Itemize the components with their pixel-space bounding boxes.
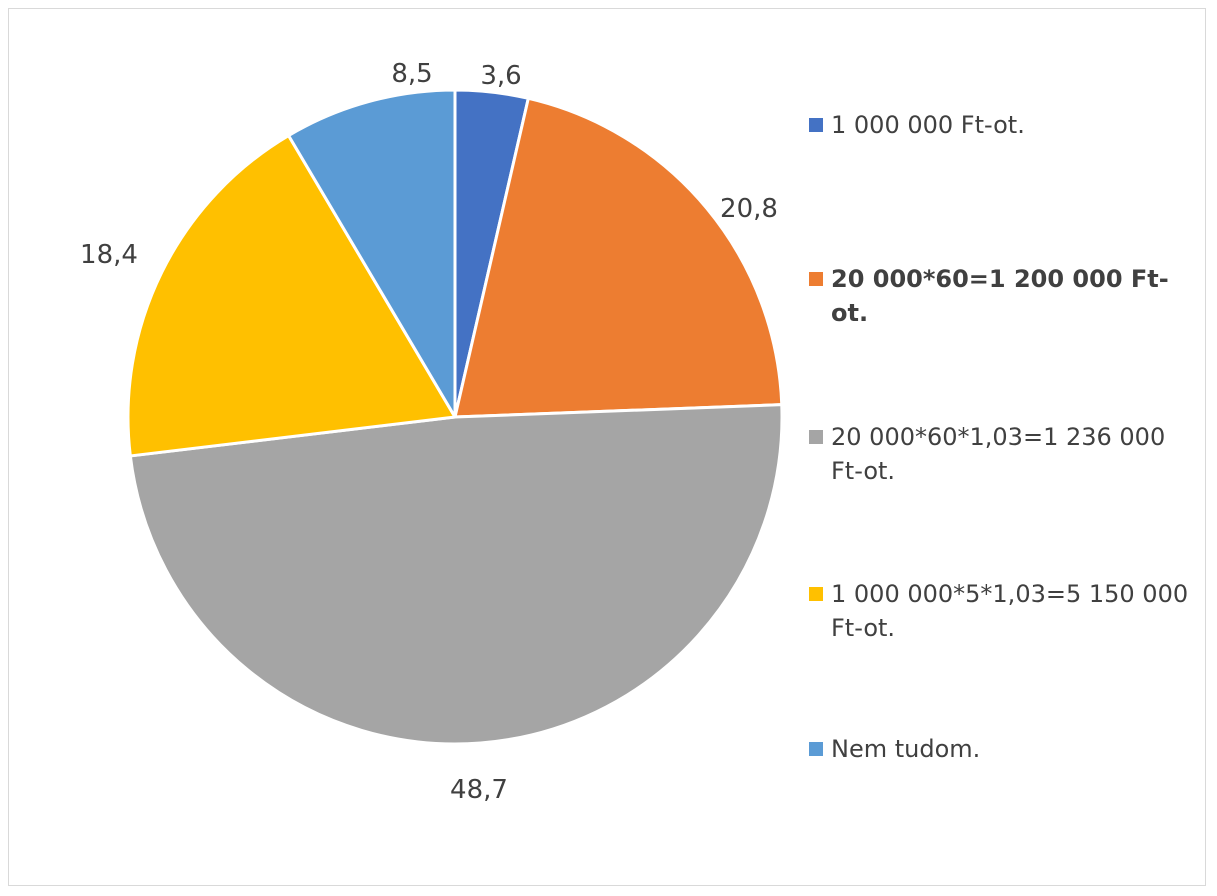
legend-label-1: 1 000 000 Ft-ot. xyxy=(831,111,1025,139)
pie-slices xyxy=(126,88,784,746)
data-label-1: 3,6 xyxy=(480,61,521,91)
pie-chart: 3,6 20,8 48,7 18,4 8,5 xyxy=(80,59,784,805)
legend-swatch-4 xyxy=(809,587,823,601)
legend-label-2: 20 000*60=1 200 000 Ft-ot. xyxy=(831,265,1169,327)
legend-item-1: 1 000 000 Ft-ot. xyxy=(809,108,1201,142)
pie-slice-4 xyxy=(126,134,457,458)
pie-slice-3 xyxy=(128,403,784,746)
legend-item-5: Nem tudom. xyxy=(809,732,1201,766)
data-label-3: 48,7 xyxy=(450,775,508,805)
chart-area: 3,6 20,8 48,7 18,4 8,5 1 000 000 Ft-ot. 20 0… xyxy=(8,8,1206,886)
data-labels: 3,6 20,8 48,7 18,4 8,5 xyxy=(80,59,778,805)
legend-item-2: 20 000*60=1 200 000 Ft-ot. xyxy=(809,262,1201,330)
legend-label-4: 1 000 000*5*1,03=5 150 000 Ft-ot. xyxy=(831,580,1189,642)
legend-swatch-2 xyxy=(809,272,823,286)
data-label-4: 18,4 xyxy=(80,240,138,270)
legend-item-3: 20 000*60*1,03=1 236 000 Ft-ot. xyxy=(809,420,1201,488)
pie-slice-5 xyxy=(287,88,457,419)
legend-label-5: Nem tudom. xyxy=(831,735,981,763)
legend-swatch-1 xyxy=(809,118,823,132)
legend: 1 000 000 Ft-ot. 20 000*60=1 200 000 Ft-… xyxy=(809,9,1209,889)
legend-swatch-5 xyxy=(809,742,823,756)
legend-label-3: 20 000*60*1,03=1 236 000 Ft-ot. xyxy=(831,423,1166,485)
data-label-5: 8,5 xyxy=(391,59,432,89)
legend-swatch-3 xyxy=(809,430,823,444)
data-label-2: 20,8 xyxy=(720,194,778,224)
legend-item-4: 1 000 000*5*1,03=5 150 000 Ft-ot. xyxy=(809,577,1201,645)
pie-slice-2 xyxy=(453,96,784,419)
